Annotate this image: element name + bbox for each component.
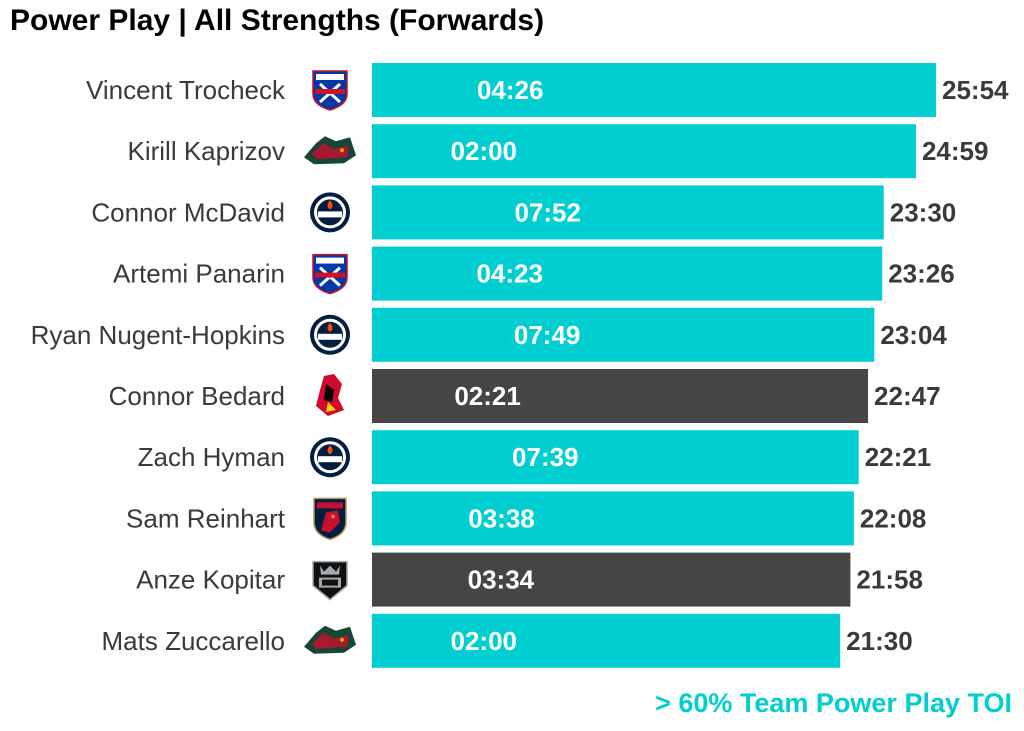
toi-bar <box>372 63 936 117</box>
toi-bar <box>372 552 851 607</box>
bar-row: Ryan Nugent-Hopkins 07:49 23:04 <box>31 307 947 362</box>
florida-panthers-logo <box>313 497 347 541</box>
pp-toi-label: 07:52 <box>514 197 581 227</box>
pp-toi-label: 04:26 <box>477 75 544 105</box>
pp-toi-label: 03:34 <box>468 565 535 595</box>
minnesota-wild-logo <box>304 625 356 654</box>
player-name-label: Sam Reinhart <box>126 503 286 533</box>
player-name-label: Anze Kopitar <box>136 565 285 595</box>
bar-row: Connor McDavid 07:52 23:30 <box>91 185 957 240</box>
toi-bar <box>372 185 884 240</box>
toi-bar <box>372 124 916 179</box>
toi-bar <box>372 491 854 546</box>
highlight-legend-note: > 60% Team Power Play TOI <box>655 688 1012 718</box>
edmonton-oilers-logo <box>310 192 350 233</box>
total-toi-label: 24:59 <box>922 136 989 166</box>
chicago-blackhawks-logo <box>316 374 344 416</box>
total-toi-label: 23:30 <box>890 197 957 227</box>
total-toi-label: 21:58 <box>856 565 923 595</box>
pp-toi-label: 07:49 <box>514 320 581 350</box>
total-toi-label: 22:08 <box>860 503 927 533</box>
toi-bar <box>372 307 875 362</box>
total-toi-label: 23:04 <box>880 320 947 350</box>
pp-toi-label: 02:21 <box>454 381 521 411</box>
minnesota-wild-logo <box>304 136 356 165</box>
new-york-rangers-logo <box>312 70 348 111</box>
player-name-label: Ryan Nugent-Hopkins <box>31 320 285 350</box>
player-name-label: Kirill Kaprizov <box>128 136 286 166</box>
player-name-label: Zach Hyman <box>138 442 285 472</box>
bar-row: Kirill Kaprizov 02:00 24:59 <box>128 124 989 179</box>
total-toi-label: 23:26 <box>888 259 955 289</box>
edmonton-oilers-logo <box>310 437 350 478</box>
bar-row: Artemi Panarin 04:23 23:26 <box>113 246 955 301</box>
new-york-rangers-logo <box>312 253 348 295</box>
toi-bar <box>372 613 841 668</box>
bar-row: Vincent Trocheck 04:26 25:54 <box>86 63 1009 117</box>
bar-row: Anze Kopitar 03:34 21:58 <box>136 552 923 607</box>
bar-row: Mats Zuccarello 02:00 21:30 <box>102 613 913 668</box>
player-name-label: Artemi Panarin <box>113 259 285 289</box>
pp-toi-label: 04:23 <box>476 259 543 289</box>
total-toi-label: 22:21 <box>865 442 932 472</box>
pp-toi-label: 07:39 <box>512 442 579 472</box>
bar-row: Connor Bedard 02:21 22:47 <box>109 369 941 423</box>
player-name-label: Vincent Trocheck <box>86 75 286 105</box>
total-toi-label: 22:47 <box>874 381 941 411</box>
pp-toi-label: 03:38 <box>468 503 535 533</box>
bar-row: Sam Reinhart 03:38 22:08 <box>126 491 927 546</box>
player-name-label: Connor McDavid <box>91 197 285 227</box>
los-angeles-kings-logo <box>312 560 348 601</box>
edmonton-oilers-logo <box>310 314 350 355</box>
player-name-label: Mats Zuccarello <box>102 626 286 656</box>
chart-title: Power Play | All Strengths (Forwards) <box>10 4 545 37</box>
pp-toi-label: 02:00 <box>451 136 518 166</box>
total-toi-label: 25:54 <box>942 75 1009 105</box>
total-toi-label: 21:30 <box>846 626 913 656</box>
toi-bar <box>372 246 883 301</box>
toi-bar <box>372 369 869 423</box>
toi-bar <box>372 430 859 485</box>
bar-row: Zach Hyman 07:39 22:21 <box>138 430 932 485</box>
player-name-label: Connor Bedard <box>109 381 285 411</box>
pp-toi-label: 02:00 <box>451 626 518 656</box>
